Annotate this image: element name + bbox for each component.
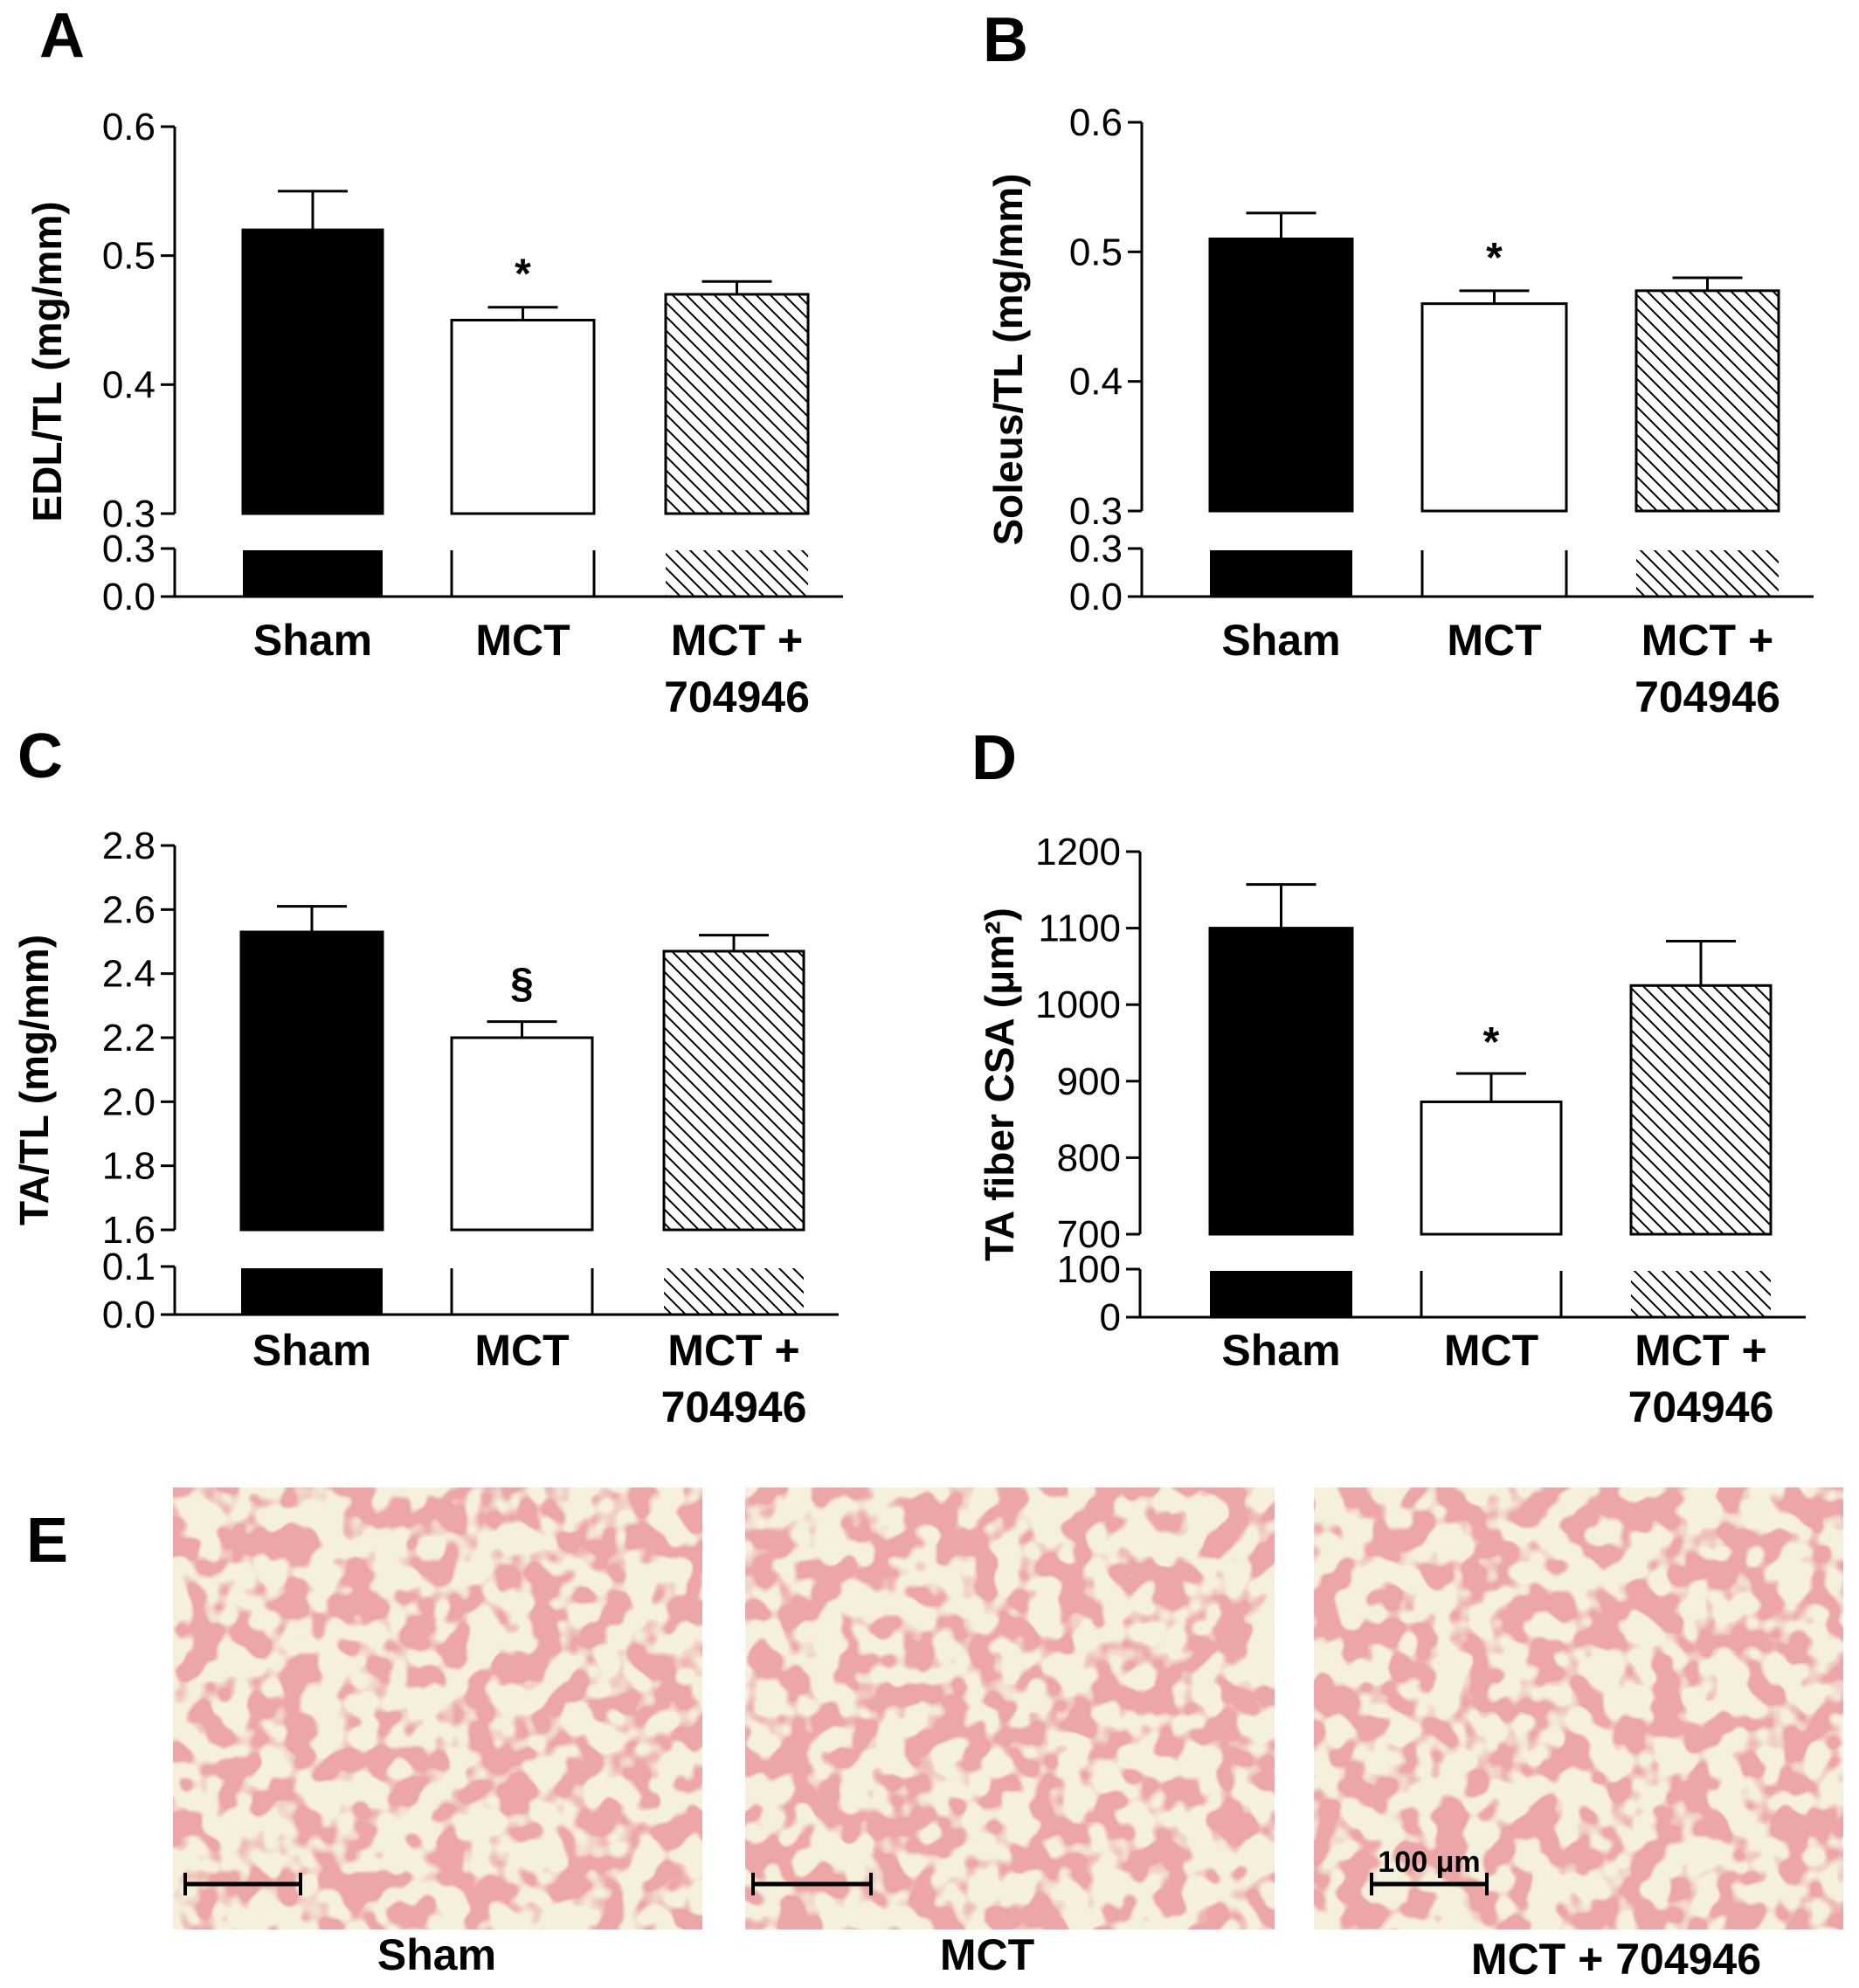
- significance-marker: *: [1483, 1019, 1500, 1066]
- y-tick-label: 0: [1100, 1296, 1121, 1339]
- y-tick-label: 0.4: [1069, 361, 1123, 404]
- bar-lower-sham: [241, 1268, 383, 1315]
- category-label-mct-704946: MCT +: [671, 616, 803, 665]
- y-tick-label: 0.1: [102, 1246, 155, 1288]
- histology-image-mct: [745, 1488, 1275, 1929]
- panel-letter-b: B: [983, 5, 1028, 75]
- y-tick-label: 2.6: [102, 888, 155, 931]
- category-label-mct: MCT: [474, 1326, 569, 1375]
- y-tick-label: 1200: [1035, 831, 1121, 873]
- category-label-sham: Sham: [1221, 1326, 1340, 1375]
- y-tick-label: 0.6: [1069, 101, 1123, 144]
- histology-label-sham: Sham: [377, 1930, 496, 1979]
- category-label-mct: MCT: [1444, 1326, 1538, 1375]
- y-tick-label: 2.0: [102, 1080, 155, 1123]
- y-tick-label: 0.3: [1069, 528, 1123, 570]
- y-tick-label: 0.5: [1069, 231, 1123, 273]
- bar-lower-sham: [243, 550, 383, 597]
- bar-sham: [1208, 238, 1354, 513]
- category-label-mct-704946: MCT +: [1634, 1326, 1766, 1375]
- y-tick-label: 2.2: [102, 1017, 155, 1060]
- bar-lower-mct-704946: [1636, 550, 1779, 597]
- panel-letter-a: A: [39, 1, 85, 71]
- scale-bar-label: 100 μm: [1378, 1846, 1480, 1879]
- category-label-sham: Sham: [252, 1326, 371, 1375]
- bar-mct-704946: [664, 293, 810, 515]
- bar-sham: [239, 930, 384, 1232]
- bar-lower-sham: [1210, 1271, 1352, 1317]
- panel-letter-E: E: [26, 1506, 68, 1576]
- category-label-mct-704946: MCT +: [1641, 616, 1773, 665]
- bar-mct: [1420, 1100, 1563, 1236]
- bar-lower-mct-704946: [1631, 1271, 1771, 1317]
- bar-mct-704946: [1634, 289, 1780, 513]
- significance-marker: §: [510, 961, 534, 1007]
- y-axis-label: TA fiber CSA (μm²): [977, 908, 1022, 1261]
- chart-panel-d: D TA fiber CSA (μm²) Sham * MCT MCT + 704946 12…: [971, 723, 1806, 1432]
- y-axis-label: TA/TL (mg/mm): [11, 935, 57, 1225]
- y-tick-label: 700: [1057, 1213, 1121, 1256]
- category-label-mct-704946: 704946: [1634, 673, 1780, 721]
- category-label-mct-704946: 704946: [661, 1383, 807, 1432]
- panel-letter-d: D: [971, 723, 1017, 793]
- y-tick-label: 0.0: [102, 1294, 155, 1336]
- histology-label-mct-704946: MCT + 704946: [1471, 1935, 1761, 1984]
- y-tick-label: 800: [1057, 1136, 1121, 1179]
- y-tick-label: 2.8: [102, 825, 155, 867]
- y-tick-label: 0.3: [1069, 490, 1123, 533]
- y-tick-label: 1.8: [102, 1145, 155, 1188]
- bar-sham: [1208, 927, 1354, 1236]
- bar-sham: [241, 228, 384, 515]
- bar-lower-mct-704946: [664, 1268, 804, 1315]
- category-label-mct-704946: MCT +: [667, 1326, 799, 1375]
- bar-mct-704946: [662, 949, 805, 1232]
- histology-label-mct: MCT: [940, 1930, 1034, 1979]
- y-tick-label: 2.4: [102, 953, 155, 996]
- category-label-mct: MCT: [475, 616, 570, 665]
- histology-image-sham: [173, 1488, 702, 1929]
- significance-marker: *: [515, 252, 531, 298]
- y-tick-label: 100: [1057, 1248, 1121, 1291]
- panel-letter-c: C: [17, 721, 63, 791]
- y-tick-label: 0.3: [102, 493, 155, 535]
- y-tick-label: 0.3: [102, 528, 155, 570]
- category-label-sham: Sham: [1221, 616, 1340, 665]
- chart-panel-a: A EDL/TL (mg/mm) Sham * MCT MCT + 704946 0.6 0.5…: [24, 1, 843, 721]
- bar-mct-704946: [1629, 984, 1773, 1236]
- bar-lower-mct-704946: [666, 550, 808, 597]
- bar-mct: [1420, 302, 1568, 513]
- category-label-mct-704946: 704946: [1628, 1383, 1774, 1432]
- chart-panel-b: B Soleus/TL (mg/mm) Sham * MCT MCT + 704946 0.6…: [983, 5, 1814, 721]
- significance-marker: *: [1486, 235, 1503, 281]
- y-tick-label: 0.0: [102, 576, 155, 618]
- y-tick-label: 1.6: [102, 1209, 155, 1252]
- chart-panel-c: C TA/TL (mg/mm) Sham § MCT MCT + 704946 2.8 2.6 2…: [11, 721, 839, 1432]
- y-tick-label: 0.5: [102, 235, 155, 278]
- y-tick-label: 1000: [1035, 984, 1121, 1026]
- y-tick-label: 900: [1057, 1060, 1121, 1103]
- y-tick-label: 0.4: [102, 363, 155, 406]
- category-label-sham: Sham: [253, 616, 372, 665]
- y-axis-label: Soleus/TL (mg/mm): [985, 174, 1031, 546]
- y-tick-label: 0.0: [1069, 576, 1123, 618]
- bar-mct: [450, 1036, 594, 1232]
- category-label-mct: MCT: [1447, 616, 1541, 665]
- histology-panel: E Sham MCT 100 μm MCT + 704946: [26, 1488, 1843, 1984]
- category-label-mct-704946: 704946: [664, 673, 810, 721]
- y-tick-label: 1100: [1038, 908, 1121, 950]
- y-axis-label: EDL/TL (mg/mm): [24, 201, 70, 521]
- histology-image-mct-704946: 100 μm: [1314, 1488, 1843, 1929]
- bar-lower-sham: [1210, 550, 1352, 597]
- y-tick-label: 0.6: [102, 106, 155, 148]
- bar-mct: [450, 319, 596, 515]
